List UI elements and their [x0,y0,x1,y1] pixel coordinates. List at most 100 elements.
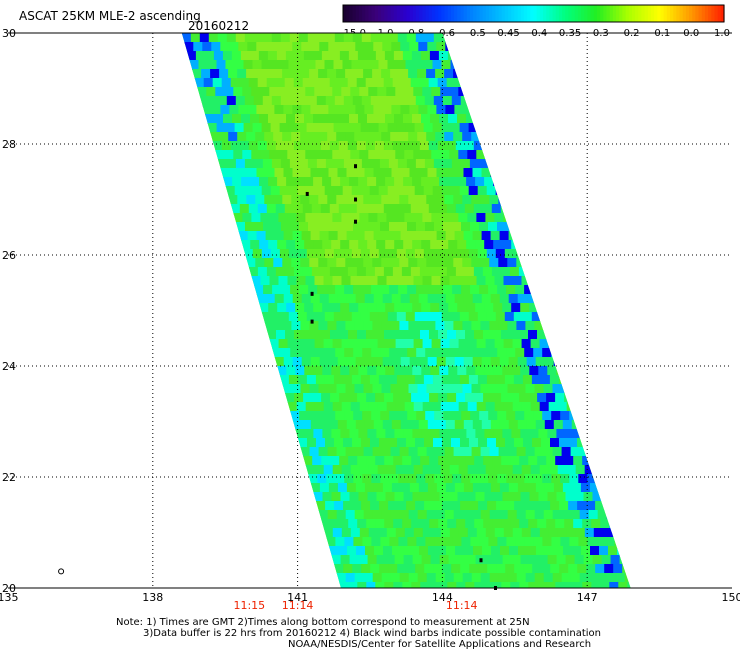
swath-cell [421,177,431,187]
swath-cell [461,411,471,421]
swath-cell [370,501,380,511]
swath-cell [373,42,383,52]
swath-cell [405,375,416,385]
swath-cell [446,267,457,277]
swath-cell [322,114,332,124]
swath-cell [367,366,377,376]
swath-cell [542,474,552,484]
swath-cell [219,195,229,205]
swath-cell [256,168,266,178]
swath-cell [350,276,360,286]
swath-cell [308,285,318,295]
swath-cell [553,483,564,493]
swath-cell [426,258,436,268]
swath-cell [265,105,275,115]
swath-cell [435,195,445,205]
swath-cell [329,546,339,556]
colorbar-step [574,5,579,22]
swath-cell [430,303,440,313]
swath-cell [455,78,466,88]
swath-cell [428,204,439,214]
swath-cell [406,96,417,106]
swath-cell [297,249,308,259]
swath-cell [376,492,386,502]
swath-cell [498,195,508,205]
swath-cell [278,339,289,349]
swath-cell [396,60,406,70]
swath-cell [302,78,313,88]
swath-cell [335,348,345,358]
swath-cell [484,303,494,313]
swath-cell [382,420,393,430]
swath-cell [364,42,374,52]
swath-cell [331,366,341,376]
swath-cell [367,555,378,565]
swath-cell [207,60,217,70]
swath-cell [511,303,521,313]
swath-cell [221,204,232,214]
swath-cell [360,312,371,322]
swath-cell [586,438,596,448]
swath-cell [398,348,408,358]
swath-cell [201,132,211,142]
swath-cell [412,114,422,124]
swath-cell [515,474,525,484]
colorbar-step [349,5,354,22]
swath-cell [365,141,376,151]
swath-cell [289,96,300,106]
swath-cell [397,438,407,448]
swath-cell [300,132,310,142]
swath-cell [402,393,412,403]
swath-cell [239,141,250,151]
swath-cell [299,411,309,421]
swath-cell [332,402,343,412]
swath-cell [443,411,453,421]
swath-cell [277,114,287,124]
swath-cell [346,420,357,430]
swath-cell [398,285,408,295]
colorbar-step [539,5,544,22]
swath-cell [470,474,480,484]
swath-cell [537,393,547,403]
swath-cell [480,321,490,331]
swath-cell [480,573,491,583]
swath-cell [252,60,262,70]
colorbar-step [479,5,484,22]
swath-cell [249,51,260,61]
swath-cell [502,429,512,439]
swath-cell [438,519,448,529]
swath-cell [326,411,336,421]
swath-cell [224,213,234,223]
lon-label: 141 [287,591,308,604]
swath-cell [474,393,484,403]
swath-cell [448,303,458,313]
swath-cell [475,240,485,250]
swath-cell [346,483,357,493]
swath-cell [413,150,423,160]
colorbar-step [647,5,652,22]
swath-cell [268,240,278,250]
swath-cell [380,537,390,547]
swath-cell [262,96,273,106]
swath-cell [233,150,243,160]
swath-cell [484,555,495,565]
swath-cell [388,438,398,448]
swath-cell [540,312,551,322]
swath-cell [427,168,437,178]
swath-cell [582,456,592,466]
swath-cell [564,519,574,529]
swath-cell [256,294,267,304]
swath-cell [301,42,311,52]
swath-cell [463,168,473,178]
swath-cell [314,528,325,538]
colorbar-step [701,5,706,22]
swath-cell [443,285,453,295]
swath-cell [415,96,426,106]
swath-cell [460,564,470,574]
swath-cell [481,483,492,493]
swath-cell [382,168,392,178]
swath-cell [429,582,439,588]
swath-cell [382,231,393,241]
swath-cell [343,96,354,106]
swath-cell [247,105,257,115]
